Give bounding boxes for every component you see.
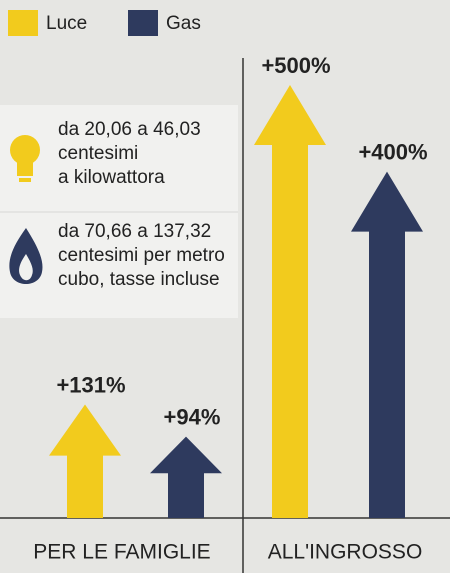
annotation-text: da 70,66 a 137,32: [58, 221, 211, 242]
x-tick-label: ALL'INGROSSO: [268, 541, 423, 564]
arrow: [254, 85, 326, 518]
arrow: [351, 171, 423, 518]
annotation-text: centesimi: [58, 143, 138, 164]
annotation-text: centesimi per metro: [58, 245, 225, 266]
value-label: +500%: [261, 53, 330, 78]
x-tick-label: PER LE FAMIGLIE: [33, 541, 210, 564]
legend-label: Gas: [166, 13, 201, 34]
arrow: [150, 436, 222, 518]
legend-swatch: [128, 10, 158, 36]
value-label: +400%: [358, 139, 427, 164]
annotation-text: da 20,06 a 46,03: [58, 119, 201, 140]
bulb-icon: [10, 135, 40, 182]
value-label: +94%: [164, 404, 221, 429]
annotation-text: cubo, tasse incluse: [58, 269, 220, 290]
annotation-text: a kilowattora: [58, 167, 165, 188]
flame-icon: [9, 228, 43, 284]
arrow: [49, 404, 121, 518]
value-label: +131%: [56, 372, 125, 397]
legend-label: Luce: [46, 13, 87, 34]
legend-swatch: [8, 10, 38, 36]
